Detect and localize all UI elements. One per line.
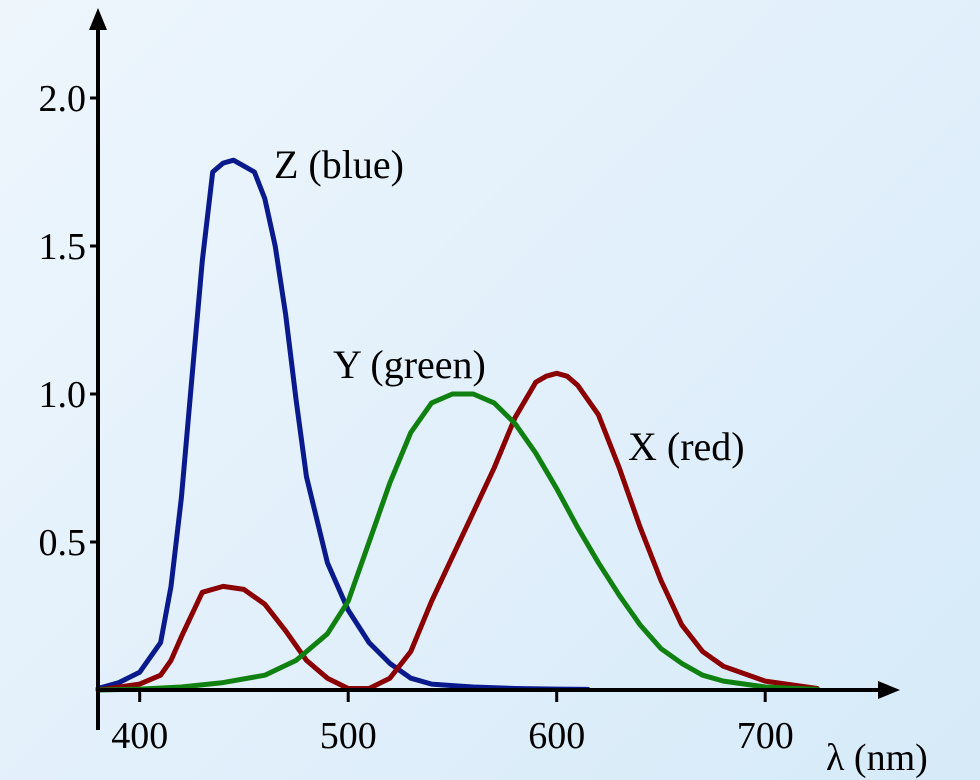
series-line-0 [95, 157, 591, 692]
series-label-y: Y (green) [333, 342, 486, 387]
y-tick-label: 2.0 [39, 78, 87, 120]
x-tick-label: 600 [528, 715, 585, 757]
x-axis-arrowhead [878, 681, 900, 699]
series-label-z: Z (blue) [274, 142, 404, 187]
y-tick-label: 1.0 [39, 374, 87, 416]
curves-layer [95, 157, 820, 693]
x-tick-label: 500 [320, 715, 377, 757]
series-line-2 [95, 391, 820, 693]
y-tick-label: 0.5 [39, 522, 87, 564]
series-line-1 [95, 370, 820, 693]
x-ticks-layer: 400 500 600 700 [111, 690, 794, 757]
y-ticks-layer: 0.5 1.0 1.5 2.0 [39, 78, 98, 564]
x-tick-label: 700 [737, 715, 794, 757]
series-label-x: X (red) [628, 424, 745, 469]
y-tick-label: 1.5 [39, 226, 87, 268]
y-axis-arrowhead [89, 8, 107, 30]
x-axis-label: λ (nm) [826, 737, 928, 779]
x-tick-label: 400 [111, 715, 168, 757]
axes [89, 8, 900, 730]
